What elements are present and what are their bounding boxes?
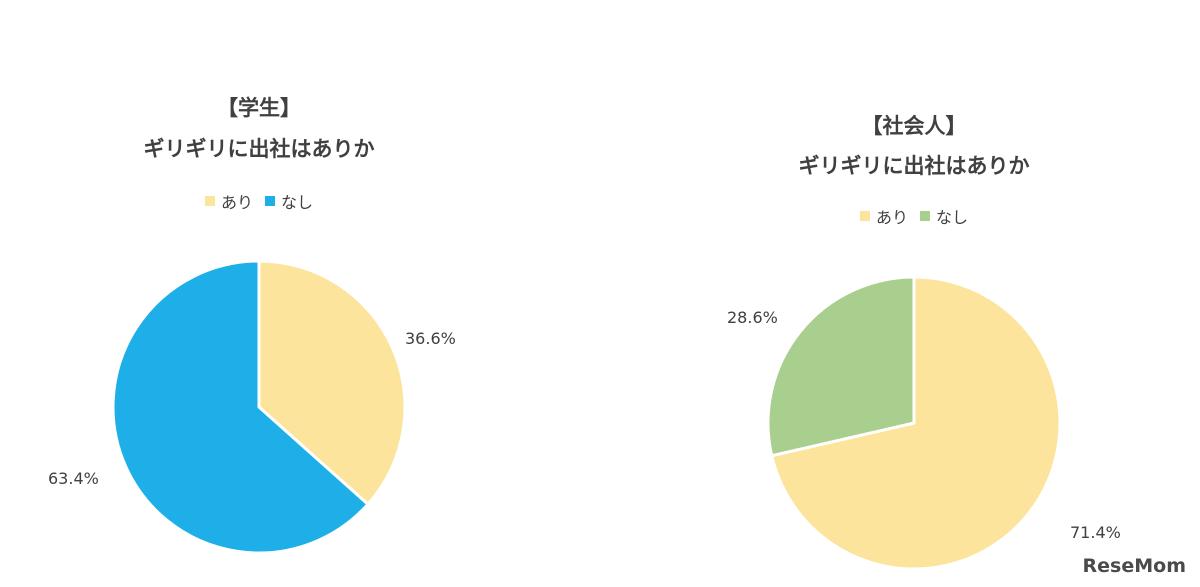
- chart2-legend-item-nashi: なし: [920, 204, 968, 228]
- resemom-logo: ReseMom: [1082, 555, 1186, 577]
- chart2-legend-item-ari: あり: [859, 204, 908, 228]
- chart1-legend-swatch-nashi: [265, 196, 275, 206]
- chart2-legend-label-nashi: なし: [936, 208, 969, 227]
- chart1-legend: あり なし: [199, 189, 319, 213]
- chart2-title-line1: 【社会人】: [861, 114, 967, 138]
- chart2-slice-ari: [770, 275, 1062, 571]
- chart2-slice-nashi: [766, 275, 916, 458]
- chart1-title-line2: ギリギリに出社はありか: [143, 137, 375, 161]
- chart1-title-line1: 【学生】: [217, 96, 301, 120]
- chart2-legend: あり なし: [854, 204, 974, 228]
- chart2-title-line2: ギリギリに出社はありか: [798, 154, 1030, 178]
- chart1-slice-ari: [257, 259, 407, 506]
- chart2-legend-swatch-nashi: [920, 211, 930, 221]
- chart2-legend-label-ari: あり: [875, 208, 908, 227]
- chart1-slice-label-ari: 36.6%: [405, 329, 456, 348]
- chart1-slice-label-nashi: 63.4%: [48, 469, 99, 488]
- chart1-legend-label-nashi: なし: [281, 193, 314, 212]
- chart2-slice-label-nashi: 28.6%: [727, 308, 778, 327]
- chart2-legend-swatch-ari: [859, 211, 870, 221]
- chart1-legend-label-ari: あり: [220, 193, 253, 212]
- chart2-slice-label-ari: 71.4%: [1070, 523, 1121, 542]
- chart1-slice-nashi: [111, 259, 370, 555]
- chart1-legend-item-nashi: なし: [265, 189, 313, 213]
- chart1-legend-swatch-ari: [204, 196, 215, 206]
- chart1-legend-item-ari: あり: [204, 189, 253, 213]
